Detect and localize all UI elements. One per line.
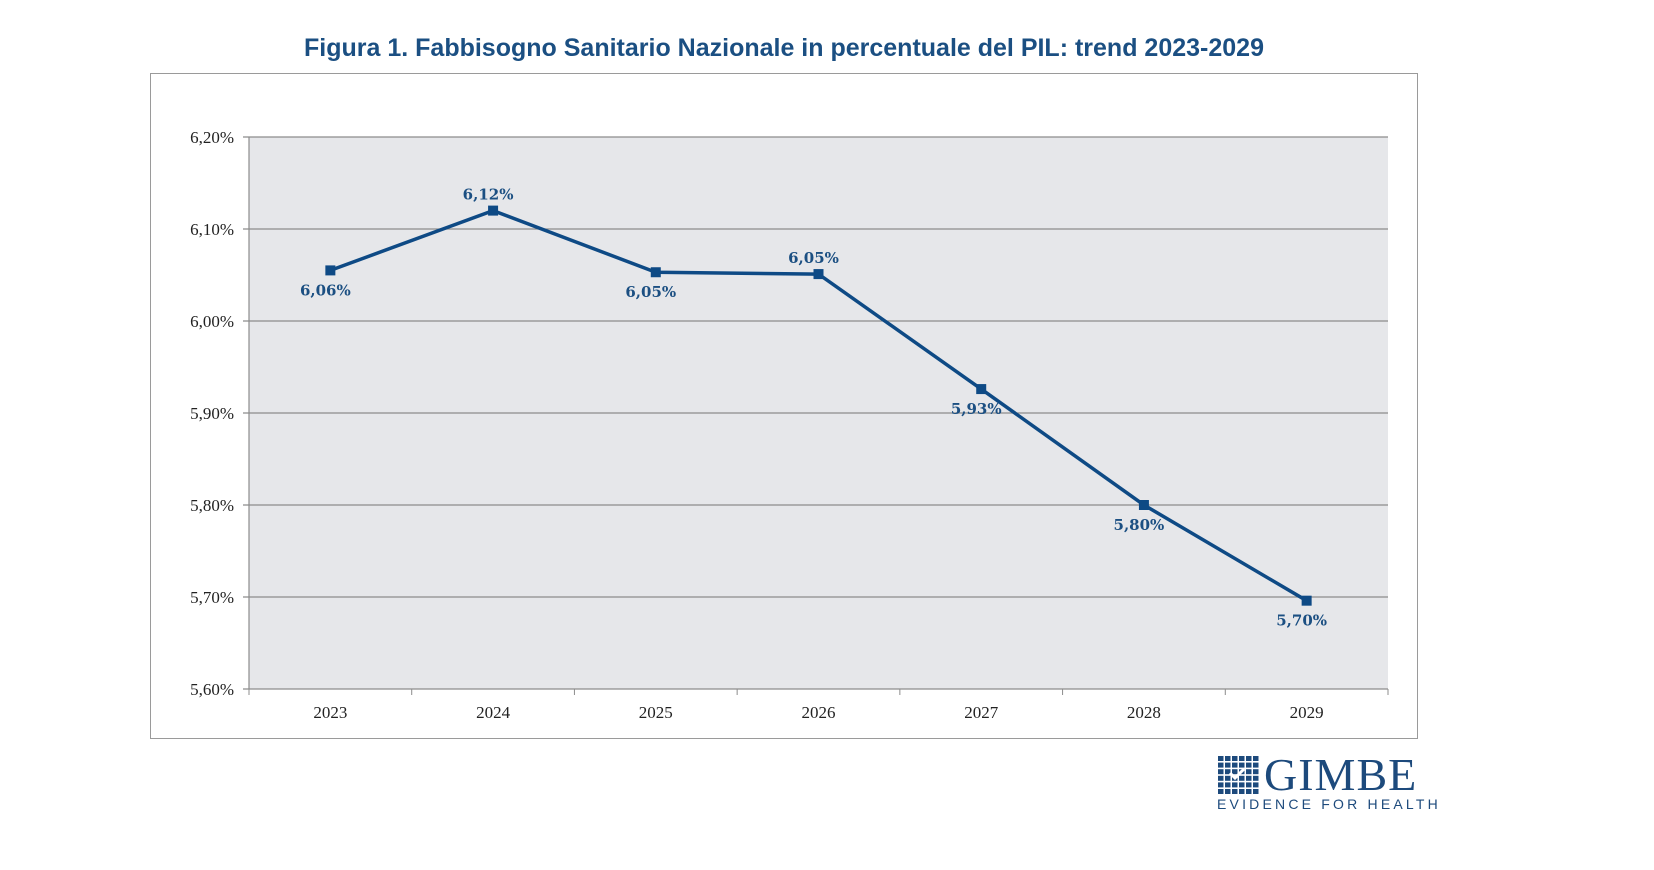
x-tick-label: 2029 bbox=[1290, 703, 1324, 722]
logo-wordmark: GIMBE bbox=[1264, 749, 1418, 800]
y-tick-label: 5,60% bbox=[190, 680, 234, 699]
x-tick-label: 2025 bbox=[639, 703, 673, 722]
x-tick-label: 2026 bbox=[802, 703, 836, 722]
y-tick-label: 5,90% bbox=[190, 404, 234, 423]
y-tick-label: 6,20% bbox=[190, 128, 234, 147]
data-label: 5,80% bbox=[1114, 516, 1165, 534]
x-tick-label: 2028 bbox=[1127, 703, 1161, 722]
data-point-marker bbox=[650, 267, 661, 278]
x-tick-label: 2024 bbox=[476, 703, 511, 722]
chart-frame bbox=[150, 73, 1418, 739]
data-label: 6,12% bbox=[463, 186, 514, 204]
y-tick-label: 6,10% bbox=[190, 220, 234, 239]
data-label: 6,05% bbox=[788, 249, 839, 267]
y-tick-label: 5,80% bbox=[190, 496, 234, 515]
data-label: 5,93% bbox=[951, 400, 1002, 418]
grid-logo-icon bbox=[1218, 756, 1259, 794]
data-point-marker bbox=[325, 265, 336, 276]
chart-title: Figura 1. Fabbisogno Sanitario Nazionale… bbox=[304, 34, 1264, 62]
data-label: 6,05% bbox=[625, 283, 676, 301]
data-point-marker bbox=[1138, 500, 1149, 510]
x-tick-label: 2027 bbox=[964, 703, 999, 722]
data-point-marker bbox=[488, 205, 499, 216]
data-point-marker bbox=[1301, 595, 1312, 606]
data-point-marker bbox=[813, 269, 824, 280]
data-point-marker bbox=[976, 384, 987, 395]
x-tick-label: 2023 bbox=[313, 703, 347, 722]
data-label: 6,06% bbox=[300, 281, 351, 299]
y-tick-label: 6,00% bbox=[190, 312, 234, 331]
y-tick-label: 5,70% bbox=[190, 588, 234, 607]
data-label: 5,70% bbox=[1276, 612, 1327, 630]
logo-tagline: EVIDENCE FOR HEALTH bbox=[1217, 796, 1441, 812]
gimbe-logo: GIMBE EVIDENCE FOR HEALTH bbox=[1216, 749, 1438, 814]
